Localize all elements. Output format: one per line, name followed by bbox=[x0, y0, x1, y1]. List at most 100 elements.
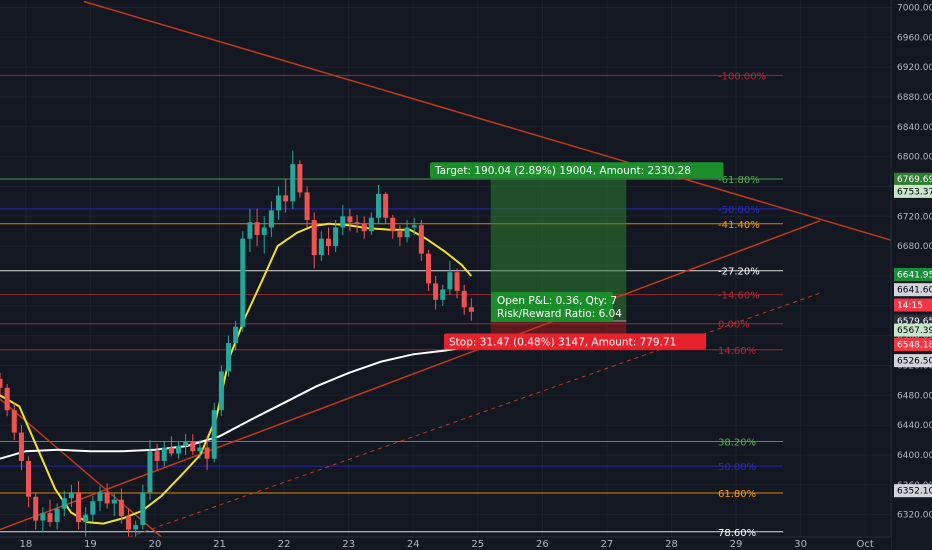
fib-level-label: 0.00% bbox=[718, 320, 750, 331]
candle-body bbox=[104, 492, 110, 504]
candle-body bbox=[18, 432, 24, 461]
candle-body bbox=[397, 231, 403, 238]
price-tag-text: 6567.39 bbox=[897, 326, 932, 336]
stop-label-bg bbox=[444, 333, 706, 350]
candle-body bbox=[118, 499, 124, 517]
candle-body bbox=[154, 451, 160, 461]
candle-body bbox=[90, 501, 96, 515]
fib-level-label: 78.60% bbox=[718, 528, 756, 539]
candle-body bbox=[454, 272, 460, 291]
time-tick-label: 18 bbox=[19, 539, 32, 550]
candle-body bbox=[276, 195, 282, 211]
price-tick-label: 6480.00 bbox=[897, 391, 932, 401]
time-tick-label: 22 bbox=[278, 539, 291, 550]
candle-body bbox=[268, 210, 274, 228]
price-tag: 6567.39 bbox=[894, 323, 932, 337]
price-tick-label: 6400.00 bbox=[897, 451, 932, 461]
fib-level-label: 38.20% bbox=[718, 438, 756, 449]
price-tag-bg bbox=[894, 184, 932, 198]
candle-body bbox=[133, 525, 139, 530]
fib-level-label: 50.00% bbox=[718, 462, 756, 473]
candle-body bbox=[347, 216, 353, 223]
candle-body bbox=[361, 223, 367, 232]
fib-level-label: 61.80% bbox=[718, 489, 756, 500]
candle-body bbox=[76, 492, 82, 523]
candlesticks bbox=[0, 150, 474, 545]
candle-body bbox=[26, 460, 32, 497]
candle-body bbox=[390, 217, 396, 232]
candle-body bbox=[168, 447, 174, 454]
price-tick-label: 6840.00 bbox=[897, 123, 932, 133]
price-tick-label: 6720.00 bbox=[897, 212, 932, 222]
price-tick-label: 6800.00 bbox=[897, 153, 932, 163]
candle-body bbox=[354, 222, 360, 224]
candle-body bbox=[404, 227, 410, 238]
pnl-box-bg bbox=[491, 291, 613, 322]
stop-label-text: Stop: 31.47 (0.48%) 3147, Amount: 779.71 bbox=[449, 336, 676, 348]
fib-level-label: 14.60% bbox=[718, 346, 756, 357]
price-tag: 6548.18 bbox=[894, 337, 932, 351]
fib-level-label: -27.20% bbox=[718, 267, 760, 278]
time-tick-label: 27 bbox=[601, 539, 614, 550]
price-tick-label: 6320.00 bbox=[897, 511, 932, 521]
price-tag-bg bbox=[894, 323, 932, 337]
grid-lines bbox=[0, 0, 891, 537]
candle-body bbox=[468, 307, 474, 312]
price-axis-tags: 6769.69 6753.37 6641.95 6641.60 14:15 6579.65… bbox=[894, 172, 932, 498]
time-axis-background bbox=[0, 537, 891, 550]
candle-body bbox=[61, 498, 67, 509]
candle-body bbox=[176, 446, 182, 454]
candle-body bbox=[11, 410, 17, 433]
price-tag-bg bbox=[894, 337, 932, 351]
price-tag-bg bbox=[894, 172, 932, 186]
stop-label: Stop: 31.47 (0.48%) 3147, Amount: 779.71 bbox=[444, 333, 706, 350]
candle-body bbox=[254, 222, 260, 235]
price-tag-text: 6526.50 bbox=[897, 357, 932, 367]
candle-body bbox=[333, 227, 339, 247]
fibonacci-retracement[interactable]: -100.00% -61.80% -50.00% -41.40% -27.20% -14.… bbox=[0, 71, 783, 539]
candle-body bbox=[183, 441, 189, 447]
price-tag-bg bbox=[894, 354, 932, 368]
candle-body bbox=[0, 378, 3, 388]
candle-body bbox=[147, 451, 153, 493]
candle-body bbox=[204, 447, 210, 459]
candle-body bbox=[126, 516, 132, 530]
time-tick-label: 30 bbox=[794, 539, 807, 550]
time-tick-label: 20 bbox=[149, 539, 162, 550]
price-tick-label: 6440.00 bbox=[897, 421, 932, 431]
candle-body bbox=[283, 195, 289, 202]
candle-body bbox=[290, 164, 296, 202]
time-tick-label: 21 bbox=[213, 539, 226, 550]
time-tick-label: 28 bbox=[665, 539, 678, 550]
candle-body bbox=[461, 290, 467, 308]
candle-body bbox=[368, 217, 374, 232]
time-tick-label: 29 bbox=[730, 539, 743, 550]
target-label: Target: 190.04 (2.89%) 19004, Amount: 23… bbox=[430, 162, 724, 179]
price-tag-bg bbox=[894, 298, 932, 312]
candle-body bbox=[247, 222, 253, 239]
candle-body bbox=[433, 283, 439, 300]
price-tag-text: 6769.69 bbox=[897, 175, 932, 185]
time-axis[interactable]: 18 19 20 21 22 23 24 25 26 27 28 29 30 Oct bbox=[0, 536, 891, 550]
candle-body bbox=[297, 164, 303, 193]
candle-body bbox=[340, 216, 346, 228]
risk-reward-label: Risk/Reward Ratio: 6.04 bbox=[497, 308, 622, 320]
price-tick-label: 6920.00 bbox=[897, 63, 932, 73]
candle-body bbox=[161, 447, 167, 461]
candle-body bbox=[197, 447, 203, 452]
candle-body bbox=[40, 513, 46, 521]
candle-body bbox=[4, 387, 10, 411]
trendline bbox=[83, 0, 892, 241]
pnl-label: Open P&L: 0.36, Qty: 7 bbox=[497, 295, 617, 307]
price-tick-label: 6960.00 bbox=[897, 33, 932, 43]
price-tag: 6641.60 bbox=[894, 283, 932, 297]
candle-body bbox=[240, 238, 246, 327]
candle-body bbox=[47, 513, 53, 523]
candle-body bbox=[190, 441, 196, 452]
price-tag-text: 6753.37 bbox=[897, 187, 932, 197]
price-tag-text: 6641.60 bbox=[897, 286, 932, 296]
moving-average-line bbox=[0, 345, 472, 460]
